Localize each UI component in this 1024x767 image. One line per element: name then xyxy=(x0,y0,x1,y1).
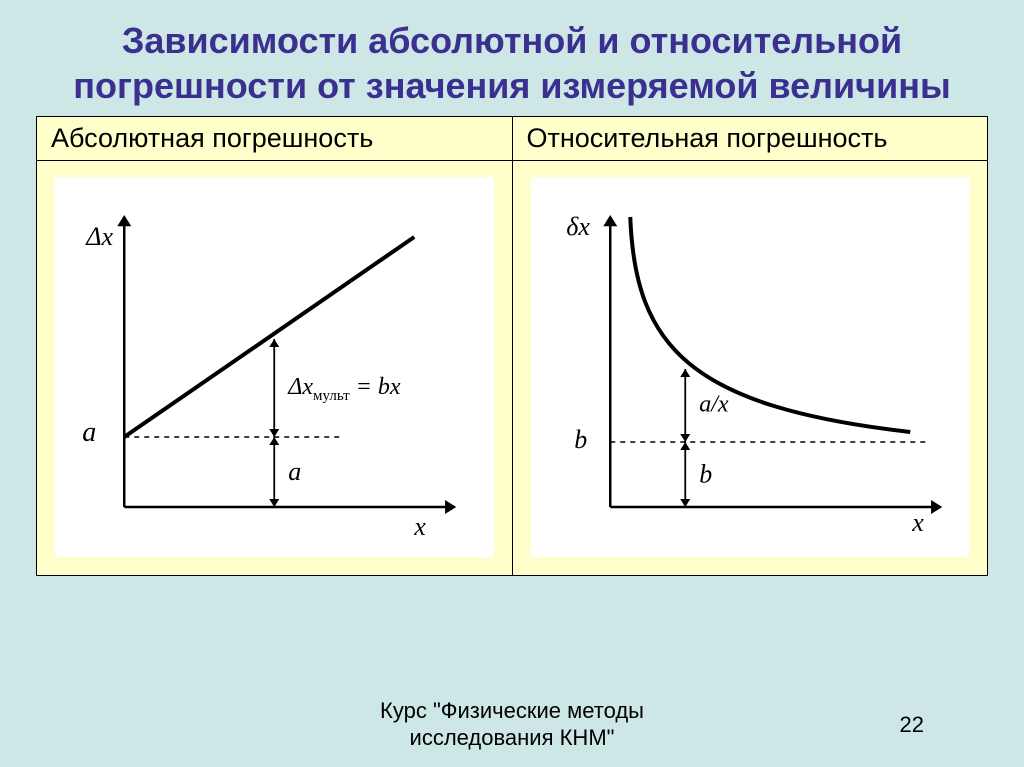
table-header-row: Абсолютная погрешность Относительная пог… xyxy=(37,117,987,161)
svg-text:a: a xyxy=(288,457,301,486)
header-relative: Относительная погрешность xyxy=(513,117,988,160)
slide: Зависимости абсолютной и относительной п… xyxy=(0,0,1024,767)
absolute-error-cell: Δx x a a Δxмульт = bx xyxy=(37,161,513,575)
svg-text:Δxмульт = bx: Δxмульт = bx xyxy=(287,374,401,404)
absolute-error-chart: Δx x a a Δxмульт = bx xyxy=(55,177,494,557)
footer-line2: исследования КНМ" xyxy=(410,725,615,750)
page-title: Зависимости абсолютной и относительной п… xyxy=(0,0,1024,116)
svg-text:a/x: a/x xyxy=(699,392,729,418)
svg-text:x: x xyxy=(413,512,426,541)
relative-error-chart: δx x b b a/x xyxy=(531,177,970,557)
page-number: 22 xyxy=(900,712,924,738)
relative-error-cell: δx x b b a/x xyxy=(513,161,988,575)
svg-text:b: b xyxy=(699,460,712,489)
svg-text:b: b xyxy=(574,425,587,454)
svg-text:δx: δx xyxy=(566,212,590,241)
header-absolute: Абсолютная погрешность xyxy=(37,117,513,160)
chart-row: Δx x a a Δxмульт = bx δx x b b a/x xyxy=(37,161,987,575)
comparison-table: Абсолютная погрешность Относительная пог… xyxy=(36,116,988,576)
footer-line1: Курс "Физические методы xyxy=(380,698,644,723)
svg-text:x: x xyxy=(911,508,924,537)
footer: Курс "Физические методы исследования КНМ… xyxy=(0,688,1024,767)
svg-text:Δx: Δx xyxy=(85,222,113,251)
svg-text:a: a xyxy=(82,417,96,448)
footer-text: Курс "Физические методы исследования КНМ… xyxy=(380,698,644,751)
